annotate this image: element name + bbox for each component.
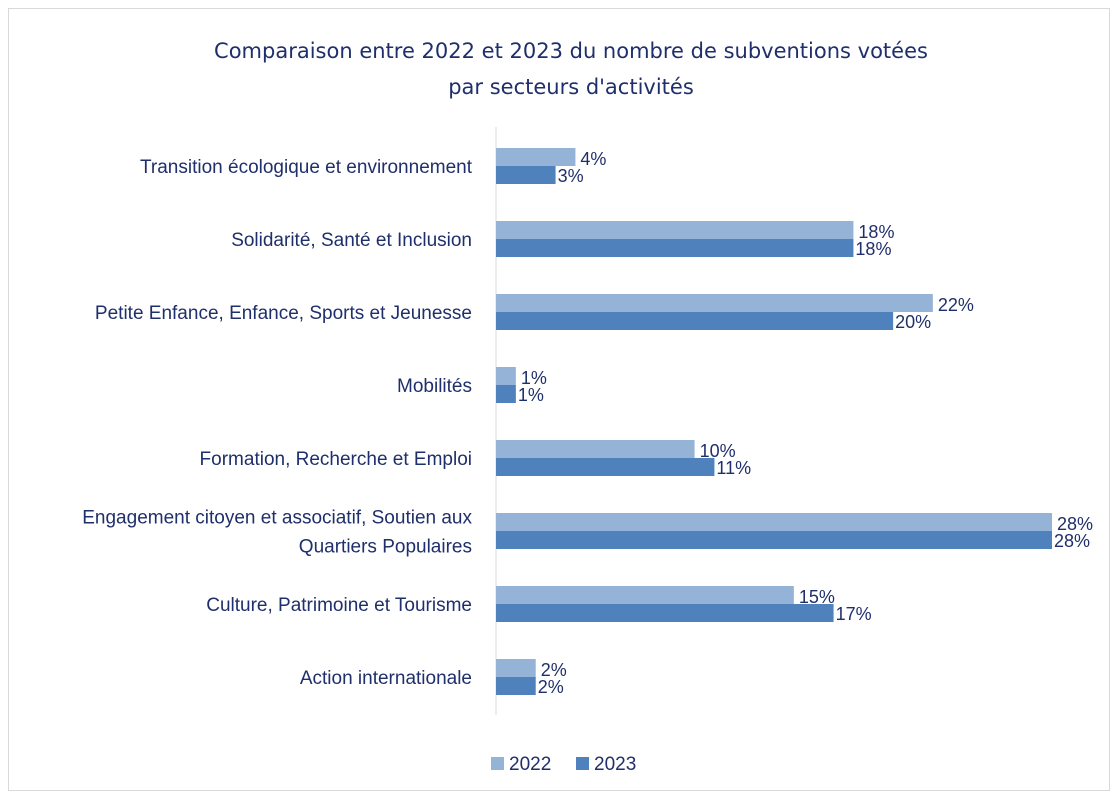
bar-2023 (496, 312, 894, 330)
bar-2023 (496, 385, 516, 403)
data-label: 4% (580, 149, 606, 169)
bar-2022 (496, 513, 1052, 531)
chart-frame: Comparaison entre 2022 et 2023 du nombre… (8, 8, 1110, 791)
chart-title-line: Comparaison entre 2022 et 2023 du nombre… (214, 39, 928, 63)
category-label: Action internationale (300, 668, 472, 689)
data-label: 10% (700, 441, 736, 461)
data-label: 3% (558, 166, 584, 186)
category-label: Solidarité, Santé et Inclusion (231, 230, 472, 251)
data-label: 22% (938, 295, 974, 315)
bar-chart: Comparaison entre 2022 et 2023 du nombre… (82, 39, 1093, 775)
data-label: 2% (541, 660, 567, 680)
bar-2023 (496, 458, 715, 476)
data-label: 28% (1054, 531, 1090, 551)
bar-2022 (496, 294, 933, 312)
bar-2023 (496, 677, 536, 695)
chart-title: Comparaison entre 2022 et 2023 du nombre… (214, 39, 928, 99)
category-label: Formation, Recherche et Emploi (200, 449, 472, 470)
bar-2023 (496, 239, 854, 257)
category-label: Quartiers Populaires (299, 537, 472, 558)
data-label: 28% (1057, 514, 1093, 534)
data-label: 2% (538, 677, 564, 697)
bars: 4% 18% 22% 1% 10% 28% 15% 2% 3% 18% 20% 1% 11% 28% 17%… (496, 148, 1093, 697)
data-label: 17% (836, 604, 872, 624)
legend-label: 2023 (594, 754, 636, 775)
data-label: 1% (521, 368, 547, 388)
data-label: 18% (855, 239, 891, 259)
bar-2022 (496, 148, 576, 166)
bar-2023 (496, 166, 556, 184)
category-label: Transition écologique et environnement (140, 157, 473, 178)
data-label: 20% (895, 312, 931, 332)
bar-2022 (496, 440, 695, 458)
bar-2023 (496, 604, 834, 622)
data-label: 11% (716, 458, 751, 478)
bar-2022 (496, 221, 854, 239)
legend-swatch-2022 (491, 757, 504, 770)
bar-2022 (496, 586, 794, 604)
legend: 2022 2023 (491, 754, 636, 775)
data-label: 18% (858, 222, 894, 242)
bar-2023 (496, 531, 1052, 549)
category-label: Culture, Patrimoine et Tourisme (206, 595, 472, 616)
data-label: 1% (518, 385, 544, 405)
legend-label: 2022 (509, 754, 551, 775)
category-label: Mobilités (397, 376, 472, 397)
category-axis: Transition écologique et environnement So… (82, 127, 497, 715)
bar-2022 (496, 659, 536, 677)
chart-title-line: par secteurs d'activités (448, 75, 694, 99)
category-label: Petite Enfance, Enfance, Sports et Jeune… (95, 303, 472, 324)
bar-2022 (496, 367, 516, 385)
category-label: Engagement citoyen et associatif, Soutie… (82, 508, 472, 529)
data-label: 15% (799, 587, 835, 607)
legend-swatch-2023 (576, 757, 589, 770)
